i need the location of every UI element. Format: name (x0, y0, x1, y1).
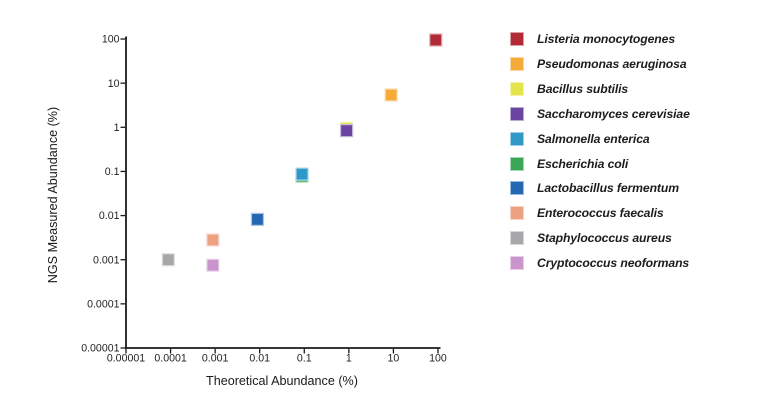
legend-swatch (510, 32, 524, 47)
y-tick-label: 0.01 (99, 210, 120, 222)
legend-item-salmonella-enterica: Salmonella enterica (510, 126, 690, 151)
legend-label: Staphylococcus aureus (537, 231, 672, 246)
legend-swatch (510, 181, 524, 196)
y-tick-label: 10 (108, 78, 120, 90)
legend-swatch (510, 57, 524, 72)
data-point-staphylococcus-aureus (161, 253, 175, 267)
x-tick-label: 10 (388, 353, 400, 365)
x-axis-title: Theoretical Abundance (%) (206, 374, 358, 388)
data-point-lactobacillus-fermentum (250, 212, 265, 226)
legend-swatch (510, 106, 524, 121)
y-axis-title: NGS Measured Abundance (%) (46, 106, 60, 284)
data-point-pseudomonas-aeruginosa (384, 88, 398, 102)
legend-label: Saccharomyces cerevisiae (537, 106, 690, 121)
x-tick-label: 100 (429, 353, 447, 365)
x-tick-label: 1 (346, 353, 352, 365)
data-point-salmonella-enterica (295, 167, 309, 181)
x-tick-label: 0.01 (249, 353, 270, 365)
y-tick-label: 0.0001 (87, 298, 120, 310)
legend: Listeria monocytogenes Pseudomonas aerugi… (510, 27, 690, 275)
legend-item-staphylococcus-aureus: Staphylococcus aureus (510, 226, 690, 251)
legend-item-bacillus-subtilis: Bacillus subtilis (510, 77, 690, 102)
legend-item-escherichia-coli: Escherichia coli (510, 151, 690, 176)
legend-item-listeria-monocytogenes: Listeria monocytogenes (510, 27, 690, 52)
legend-swatch (510, 156, 524, 171)
x-tick-label: 0.0001 (154, 353, 187, 365)
y-tick-label: 100 (102, 34, 120, 46)
legend-label: Enterococcus faecalis (537, 206, 664, 221)
legend-item-enterococcus-faecalis: Enterococcus faecalis (510, 201, 690, 226)
legend-item-lactobacillus-fermentum: Lactobacillus fermentum (510, 176, 690, 201)
data-point-cryptococcus-neoformans (206, 258, 220, 272)
legend-label: Escherichia coli (537, 156, 629, 171)
legend-swatch (510, 82, 524, 97)
y-tick-label: 0.001 (93, 254, 120, 266)
legend-swatch (510, 206, 524, 221)
legend-label: Pseudomonas aeruginosa (537, 57, 687, 72)
y-tick-label: 0.00001 (81, 343, 119, 355)
data-point-enterococcus-faecalis (206, 233, 220, 247)
x-tick-label: 0.00001 (107, 353, 145, 365)
legend-label: Cryptococcus neoformans (537, 256, 690, 271)
legend-swatch (510, 131, 524, 146)
legend-label: Lactobacillus fermentum (537, 181, 679, 196)
x-tick-label: 0.001 (202, 353, 229, 365)
legend-label: Salmonella enterica (537, 131, 650, 146)
data-point-listeria-monocytogenes (429, 33, 443, 47)
y-tick-label: 0.1 (105, 166, 120, 178)
legend-item-pseudomonas-aeruginosa: Pseudomonas aeruginosa (510, 52, 690, 77)
y-tick-label: 1 (114, 122, 120, 134)
legend-swatch (510, 231, 524, 246)
legend-swatch (510, 256, 524, 271)
legend-item-saccharomyces-cerevisiae: Saccharomyces cerevisiae (510, 102, 690, 127)
x-tick-label: 0.1 (297, 353, 312, 365)
legend-label: Listeria monocytogenes (537, 32, 675, 47)
legend-item-cryptococcus-neoformans: Cryptococcus neoformans (510, 251, 690, 276)
legend-label: Bacillus subtilis (537, 82, 629, 97)
data-point-saccharomyces-cerevisiae (339, 124, 354, 138)
